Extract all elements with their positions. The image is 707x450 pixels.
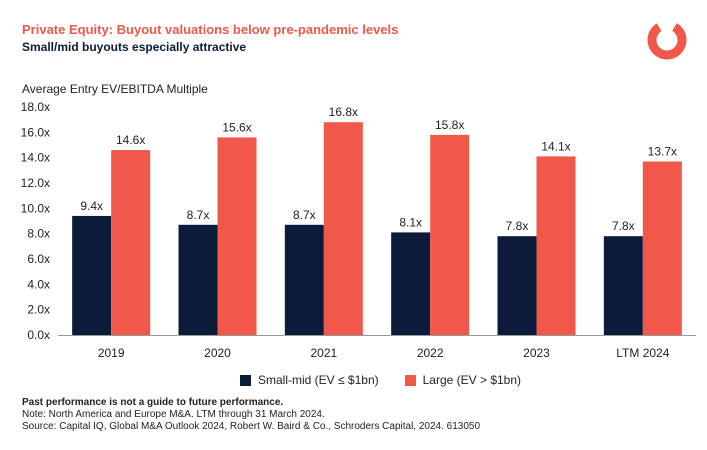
x-tick-label: 2020 <box>204 346 231 360</box>
bar-large <box>217 137 257 335</box>
data-label-large: 14.6x <box>116 133 145 147</box>
x-tick-label: 2022 <box>417 346 444 360</box>
legend-label-large: Large (EV > $1bn) <box>422 373 522 387</box>
legend-label-small-mid: Small-mid (EV ≤ $1bn) <box>258 373 379 387</box>
x-tick-label: 2019 <box>98 346 125 360</box>
bar-large <box>642 161 682 335</box>
y-tick-label: 2.0x <box>27 303 50 317</box>
data-label-large: 14.1x <box>541 139 570 153</box>
data-label-small-mid: 7.8x <box>506 219 529 233</box>
x-tick-label: LTM 2024 <box>616 346 669 360</box>
bar-small-mid <box>391 232 431 335</box>
data-label-small-mid: 7.8x <box>612 219 635 233</box>
data-label-large: 15.6x <box>222 120 251 134</box>
data-label-large: 16.8x <box>329 105 358 119</box>
y-tick-label: 14.0x <box>21 151 50 165</box>
y-axis: 0.0x 2.0x 4.0x 6.0x 8.0x 10.0x 12.0x 14.0x 16.0x… <box>21 100 50 342</box>
legend-item-small-mid: Small-mid (EV ≤ $1bn) <box>240 373 379 387</box>
data-label-small-mid: 9.4x <box>80 199 103 213</box>
bar-small-mid <box>284 224 324 335</box>
x-tick-label: 2021 <box>310 346 337 360</box>
y-tick-label: 12.0x <box>21 176 50 190</box>
legend-swatch-small-mid <box>240 374 251 386</box>
footer-disclaimer: Past performance is not a guide to futur… <box>22 397 284 408</box>
legend-item-large: Large (EV > $1bn) <box>404 373 522 387</box>
y-tick-label: 6.0x <box>27 252 50 266</box>
y-tick-label: 0.0x <box>27 328 50 342</box>
bar-large <box>536 156 576 335</box>
bar-small-mid <box>603 236 643 335</box>
bars-group: 9.4x 14.6x 8.7x 15.6x 8.7x 16.8x 8.1x 15.8x 7.8x… <box>72 105 682 335</box>
x-axis: 2019 2020 2021 2022 2023 LTM 2024 <box>58 335 696 360</box>
chart-subtitle: Small/mid buyouts especially attractive <box>22 40 247 54</box>
data-label-small-mid: 8.7x <box>187 208 210 222</box>
data-label-large: 15.8x <box>435 118 464 132</box>
y-tick-label: 16.0x <box>21 125 50 139</box>
bar-large <box>111 150 151 335</box>
footer-source: Source: Capital IQ, Global M&A Outlook 2… <box>22 421 481 432</box>
data-label-small-mid: 8.1x <box>399 215 422 229</box>
bar-large <box>323 122 363 335</box>
y-tick-label: 4.0x <box>27 277 50 291</box>
legend: Small-mid (EV ≤ $1bn) Large (EV > $1bn) <box>240 373 521 387</box>
schroders-ring-icon <box>647 20 687 60</box>
y-tick-label: 8.0x <box>27 227 50 241</box>
y-tick-label: 18.0x <box>21 100 50 114</box>
bar-small-mid <box>178 224 218 335</box>
data-label-large: 13.7x <box>648 144 677 158</box>
legend-swatch-large <box>404 374 416 386</box>
x-tick-label: 2023 <box>523 346 550 360</box>
bar-small-mid <box>72 215 112 335</box>
y-axis-label: Average Entry EV/EBITDA Multiple <box>22 82 208 96</box>
footer: Past performance is not a guide to futur… <box>22 397 480 433</box>
data-label-small-mid: 8.7x <box>293 208 316 222</box>
footer-note: Note: North America and Europe M&A. LTM … <box>22 409 325 420</box>
chart-title: Private Equity: Buyout valuations below … <box>22 22 399 37</box>
bar-small-mid <box>497 236 537 335</box>
y-tick-label: 10.0x <box>21 201 50 215</box>
bar-large <box>430 134 470 335</box>
